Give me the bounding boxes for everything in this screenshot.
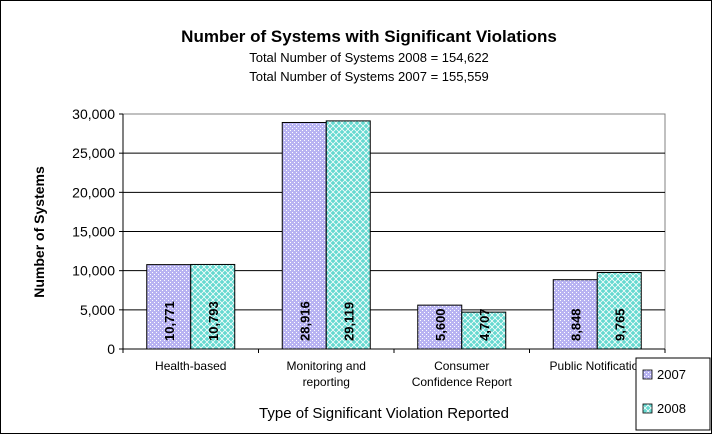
y-tick-label: 20,000 xyxy=(72,184,115,200)
x-tick-label: reporting xyxy=(303,375,350,389)
legend: 2007 2008 xyxy=(635,357,711,431)
bar-value-label: 29,119 xyxy=(341,302,356,341)
bar-2007 xyxy=(146,264,192,350)
y-tick-label: 15,000 xyxy=(72,224,115,240)
bar-value-label: 8,848 xyxy=(568,308,583,341)
legend-label-2008: 2008 xyxy=(657,401,686,416)
bar-2007 xyxy=(552,279,598,350)
x-tick-label: Monitoring and xyxy=(287,359,366,373)
y-tick-label: 25,000 xyxy=(72,145,115,161)
bars xyxy=(146,120,642,350)
bar-value-label: 28,916 xyxy=(297,301,312,341)
x-tick-label: Confidence Report xyxy=(412,375,513,389)
y-axis-title: Number of Systems xyxy=(31,166,47,298)
bar-2008 xyxy=(596,272,642,350)
bar-value-label: 10,771 xyxy=(162,301,177,341)
value-labels: 10,771 10,793 28,916 29,119 5,600 4,707 8,848 9… xyxy=(162,301,628,341)
chart-title: Number of Systems with Significant Viola… xyxy=(181,27,557,46)
y-tick-label: 30,000 xyxy=(72,106,115,122)
y-tick-label: 0 xyxy=(107,341,115,357)
bar-value-label: 5,600 xyxy=(433,308,448,341)
y-axis-ticks: 0 5,000 10,000 15,000 20,000 25,000 30,000 xyxy=(72,106,123,357)
chart-subtitle-1: Total Number of Systems 2008 = 154,622 xyxy=(249,50,489,65)
y-tick-label: 5,000 xyxy=(80,302,115,318)
bar-value-label: 4,707 xyxy=(477,308,492,341)
chart-subtitle-2: Total Number of Systems 2007 = 155,559 xyxy=(249,69,489,84)
bar-2008 xyxy=(325,120,371,350)
bar-2008 xyxy=(190,263,236,350)
bar-value-label: 9,765 xyxy=(612,308,627,341)
x-tick-label: Public Notification xyxy=(550,359,645,373)
x-tick-label: Consumer xyxy=(434,359,489,373)
bar-2007 xyxy=(417,304,463,350)
bar-value-label: 10,793 xyxy=(206,301,221,341)
bar-2008 xyxy=(461,311,507,350)
legend-swatch-2007 xyxy=(642,369,653,380)
x-tick-label: Health-based xyxy=(155,359,226,373)
x-axis-title: Type of Significant Violation Reported xyxy=(259,405,509,422)
y-tick-label: 10,000 xyxy=(72,263,115,279)
bar-2007 xyxy=(281,121,327,350)
legend-label-2007: 2007 xyxy=(657,367,686,382)
x-axis-ticks: Health-based Monitoring and reporting Consu… xyxy=(122,349,666,389)
legend-swatch-2008 xyxy=(642,403,653,414)
